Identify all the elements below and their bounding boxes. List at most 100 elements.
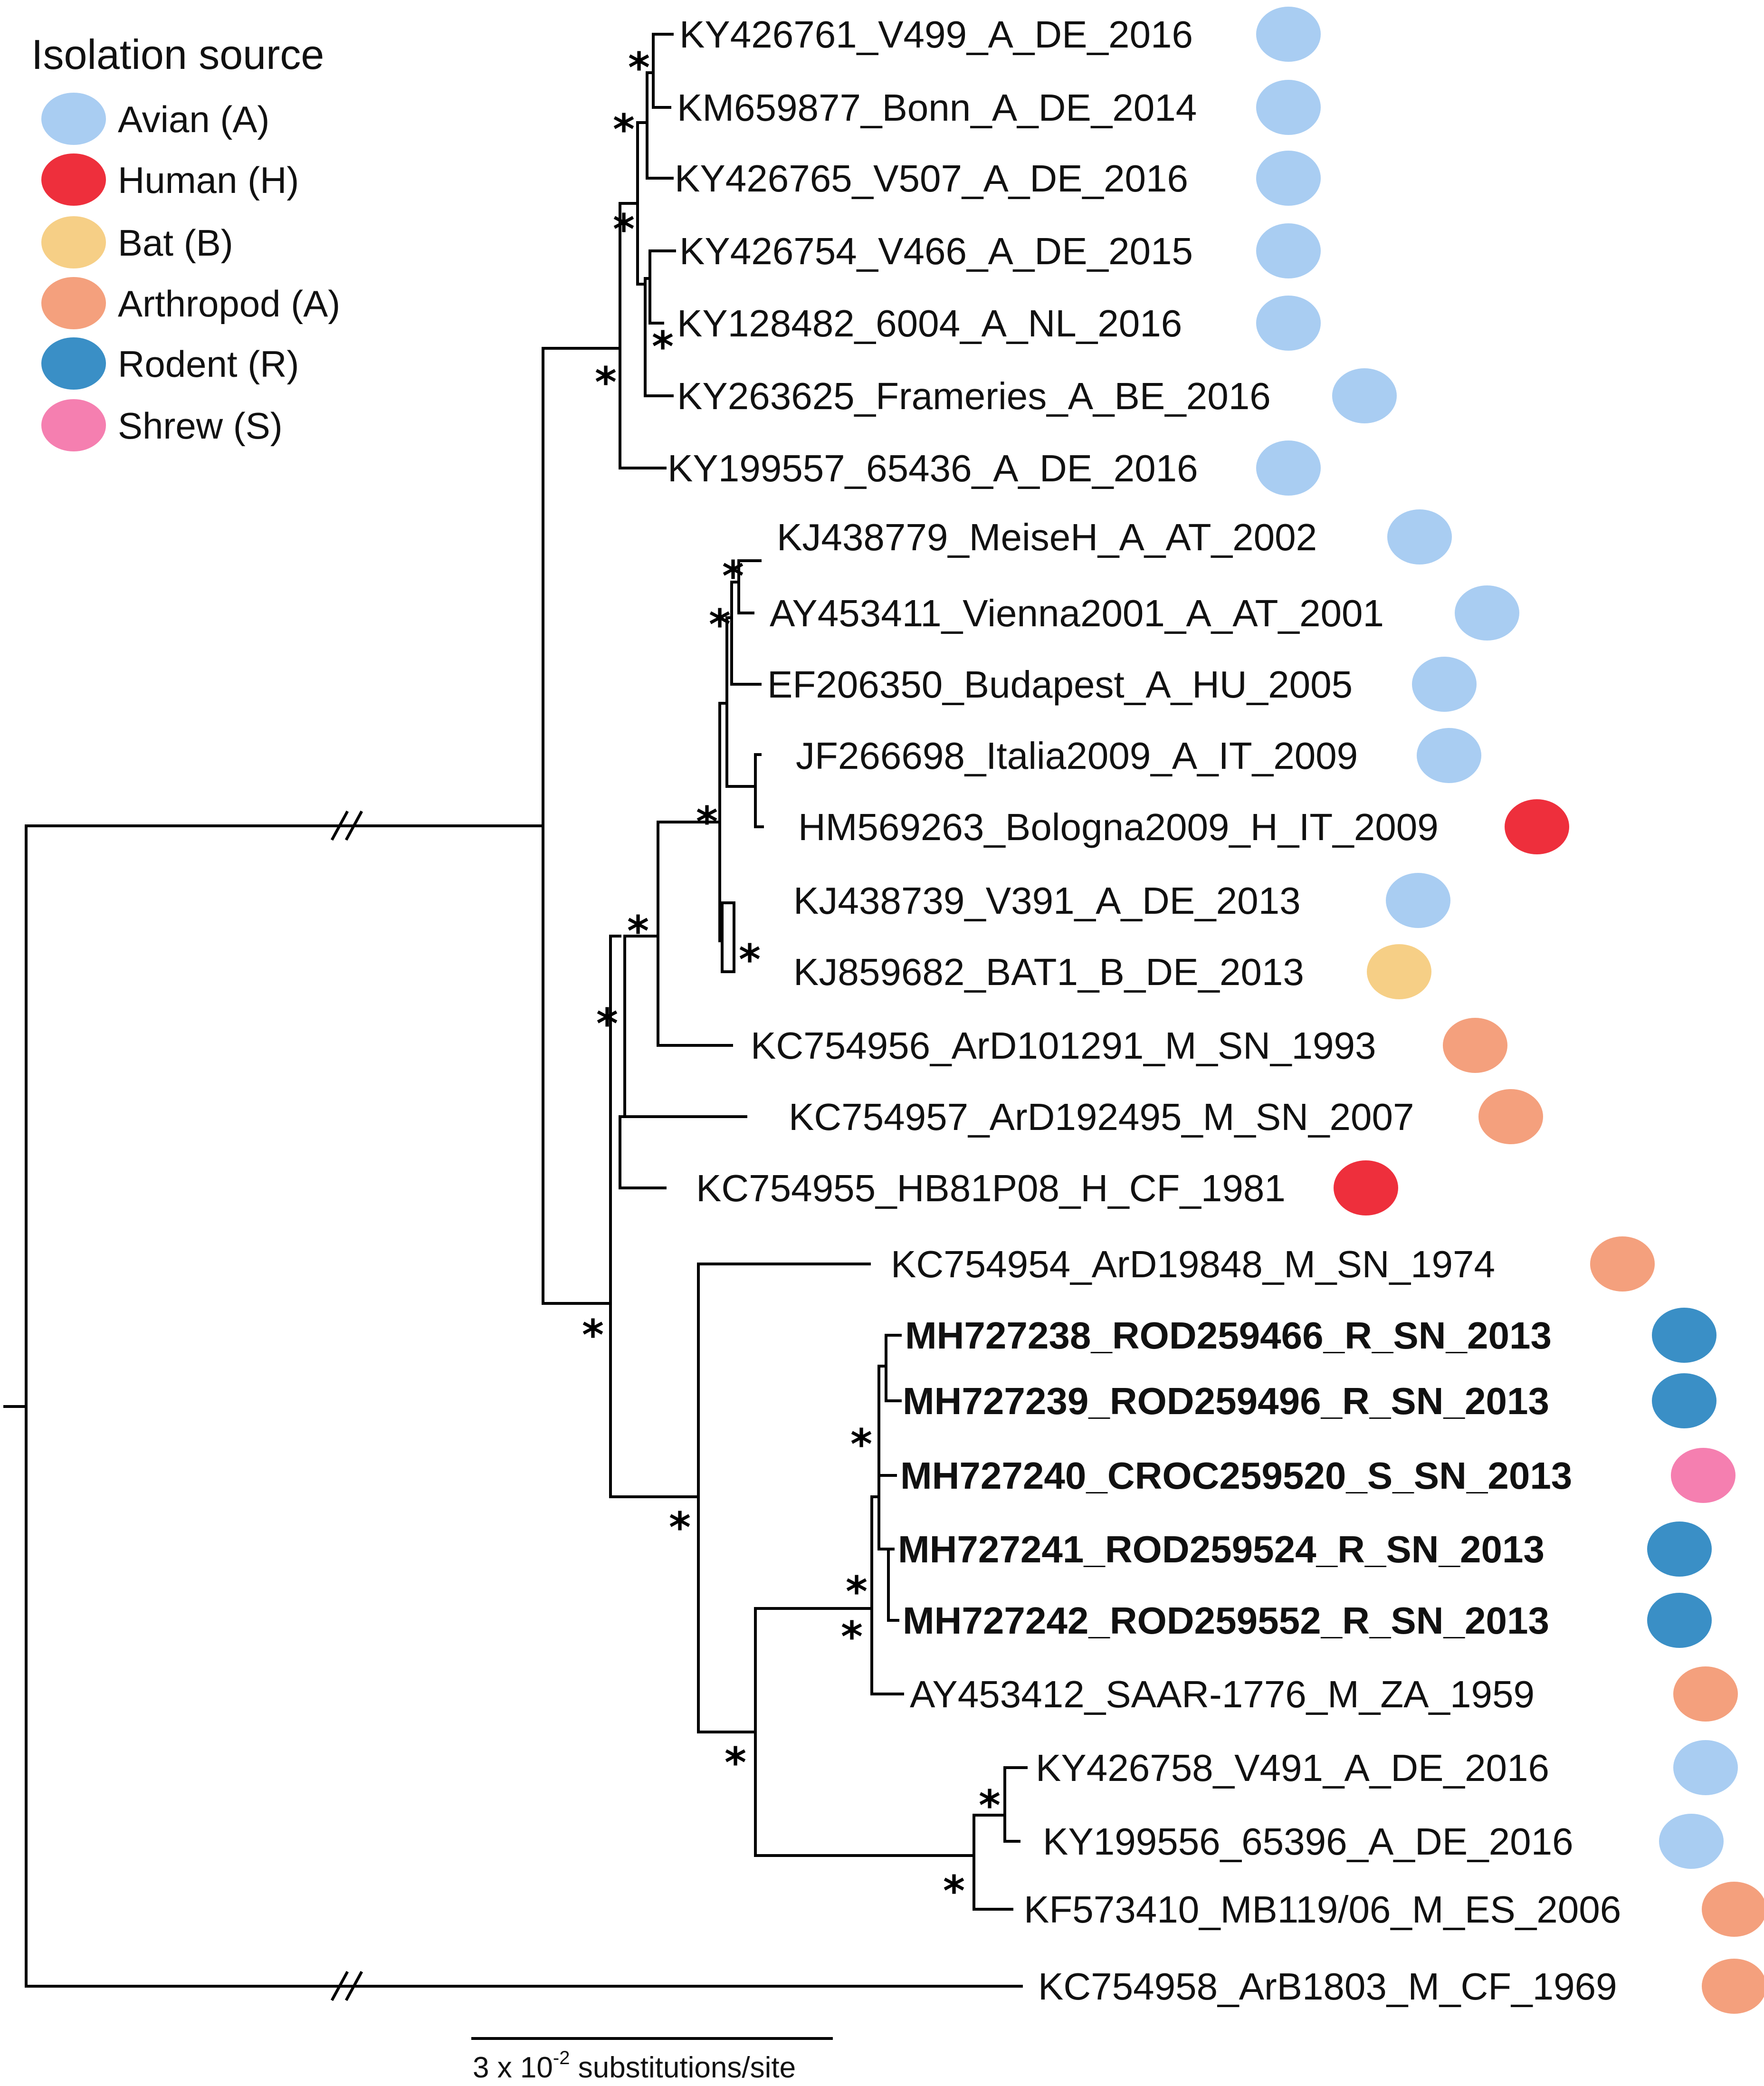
- support-asterisk: *: [722, 552, 744, 601]
- support-asterisk: *: [943, 1866, 965, 1915]
- tip: KJ438739_V391_A_DE_2013: [793, 873, 1450, 928]
- support-asterisk: *: [595, 358, 617, 407]
- tip-source-dot: [1652, 1308, 1716, 1363]
- scale-bar-suffix: substitutions/site: [570, 2051, 796, 2084]
- tip-label: MH727241_ROD259524_R_SN_2013: [898, 1528, 1545, 1570]
- tip-label: KY128482_6004_A_NL_2016: [677, 302, 1182, 344]
- legend-swatch: [41, 337, 106, 390]
- tip-source-dot: [1673, 1666, 1738, 1722]
- legend-label: Shrew (S): [118, 405, 283, 447]
- tip-labels: KY426761_V499_A_DE_2016 KM659877_Bonn_A_D…: [667, 7, 1764, 2014]
- support-asterisk: *: [628, 43, 650, 92]
- legend-items: Avian (A) Human (H) Bat (B) Arthropod (A) Ro…: [41, 93, 340, 451]
- tip-source-dot: [1332, 368, 1397, 423]
- support-asterisk: *: [613, 105, 635, 154]
- tip-label: MH727240_CROC259520_S_SN_2013: [900, 1454, 1572, 1497]
- tip-source-dot: [1673, 1740, 1738, 1795]
- scale-bar: 3 x 10-2 substitutions/site: [471, 2037, 833, 2084]
- break-mark: [330, 1971, 363, 2001]
- tip-label: EF206350_Budapest_A_HU_2005: [767, 663, 1353, 706]
- tip-label: KJ859682_BAT1_B_DE_2013: [793, 951, 1304, 993]
- scale-bar-prefix: 3 x 10: [473, 2051, 553, 2084]
- legend-label: Avian (A): [118, 98, 269, 140]
- tip: KC754956_ArD101291_M_SN_1993: [751, 1018, 1507, 1073]
- support-asterisk: *: [979, 1781, 1001, 1830]
- support-asterisk: *: [725, 1738, 746, 1787]
- tip-label: KC754955_HB81P08_H_CF_1981: [696, 1167, 1286, 1209]
- support-values: *******************: [582, 43, 1001, 1915]
- tip-source-dot: [1671, 1448, 1735, 1503]
- tip-label: MH727242_ROD259552_R_SN_2013: [903, 1599, 1549, 1642]
- tip-source-dot: [1443, 1018, 1507, 1073]
- support-asterisk: *: [846, 1567, 868, 1616]
- legend-swatch: [41, 399, 106, 451]
- tip: KM659877_Bonn_A_DE_2014: [677, 80, 1321, 135]
- tip: KY426754_V466_A_DE_2015: [679, 223, 1321, 278]
- legend-item: Rodent (R): [41, 337, 299, 390]
- tip-label: JF266698_Italia2009_A_IT_2009: [796, 735, 1358, 777]
- legend-label: Rodent (R): [118, 343, 299, 385]
- tip: KC754958_ArB1803_M_CF_1969: [1038, 1959, 1764, 2014]
- tip: KJ438779_MeiseH_A_AT_2002: [777, 509, 1452, 565]
- tip: KY263625_Frameries_A_BE_2016: [677, 368, 1397, 423]
- support-asterisk: *: [850, 1420, 872, 1469]
- tip: MH727240_CROC259520_S_SN_2013: [900, 1448, 1735, 1503]
- tip: KY199557_65436_A_DE_2016: [667, 440, 1321, 496]
- legend-swatch: [41, 153, 106, 206]
- tip-source-dot: [1659, 1814, 1724, 1869]
- tip-source-dot: [1256, 440, 1321, 496]
- tip: KY426765_V507_A_DE_2016: [675, 151, 1321, 206]
- tip-source-dot: [1647, 1593, 1712, 1648]
- legend-swatch: [41, 216, 106, 268]
- tip-label: KC754956_ArD101291_M_SN_1993: [751, 1024, 1376, 1067]
- support-asterisk: *: [696, 797, 718, 846]
- tip: MH727242_ROD259552_R_SN_2013: [903, 1593, 1712, 1648]
- tip-source-dot: [1417, 728, 1481, 783]
- tip: HM569263_Bologna2009_H_IT_2009: [798, 799, 1569, 854]
- legend-label: Arthropod (A): [118, 283, 340, 325]
- tip: KY426761_V499_A_DE_2016: [679, 7, 1321, 62]
- support-asterisk: *: [841, 1612, 863, 1661]
- tip: KC754957_ArD192495_M_SN_2007: [789, 1089, 1543, 1144]
- scale-bar-label: 3 x 10-2 substitutions/site: [473, 2048, 796, 2084]
- tip: AY453411_Vienna2001_A_AT_2001: [770, 585, 1519, 641]
- tip-label: KY263625_Frameries_A_BE_2016: [677, 375, 1271, 417]
- scale-bar-exponent: -2: [553, 2048, 570, 2068]
- legend-item: Arthropod (A): [41, 277, 340, 329]
- support-asterisk: *: [669, 1503, 691, 1552]
- tip-label: KY426758_V491_A_DE_2016: [1036, 1747, 1549, 1789]
- tip-source-dot: [1505, 799, 1569, 854]
- tip-source-dot: [1256, 80, 1321, 135]
- tip-source-dot: [1647, 1521, 1712, 1577]
- legend-label: Human (H): [118, 159, 299, 201]
- tip-source-dot: [1478, 1089, 1543, 1144]
- legend-label: Bat (B): [118, 222, 233, 264]
- tip: KC754955_HB81P08_H_CF_1981: [696, 1160, 1398, 1215]
- tip-source-dot: [1256, 223, 1321, 278]
- tip-source-dot: [1256, 296, 1321, 351]
- tip-label: MH727238_ROD259466_R_SN_2013: [905, 1314, 1552, 1357]
- tip-label: KY426754_V466_A_DE_2015: [679, 230, 1193, 272]
- support-asterisk: *: [613, 205, 635, 254]
- tip-label: KJ438779_MeiseH_A_AT_2002: [777, 516, 1317, 558]
- legend-item: Shrew (S): [41, 399, 283, 451]
- legend-title: Isolation source: [31, 31, 324, 78]
- tip: KJ859682_BAT1_B_DE_2013: [793, 944, 1431, 999]
- tip-label: MH727239_ROD259496_R_SN_2013: [903, 1380, 1549, 1422]
- tip: KF573410_MB119/06_M_ES_2006: [1024, 1882, 1764, 1937]
- legend-item: Human (H): [41, 153, 299, 206]
- tip-source-dot: [1412, 657, 1477, 712]
- support-asterisk: *: [582, 1311, 604, 1359]
- tree-branches: [3, 33, 1028, 2001]
- tip-source-dot: [1334, 1160, 1398, 1215]
- support-asterisk: *: [709, 600, 731, 649]
- tip-label: AY453411_Vienna2001_A_AT_2001: [770, 592, 1384, 634]
- tip-source-dot: [1386, 873, 1450, 928]
- tip-label: KY426765_V507_A_DE_2016: [675, 157, 1188, 200]
- support-asterisk: *: [627, 907, 649, 956]
- tip-source-dot: [1702, 1882, 1764, 1937]
- tip-source-dot: [1652, 1373, 1716, 1428]
- tip-source-dot: [1367, 944, 1431, 999]
- tip-label: HM569263_Bologna2009_H_IT_2009: [798, 806, 1439, 848]
